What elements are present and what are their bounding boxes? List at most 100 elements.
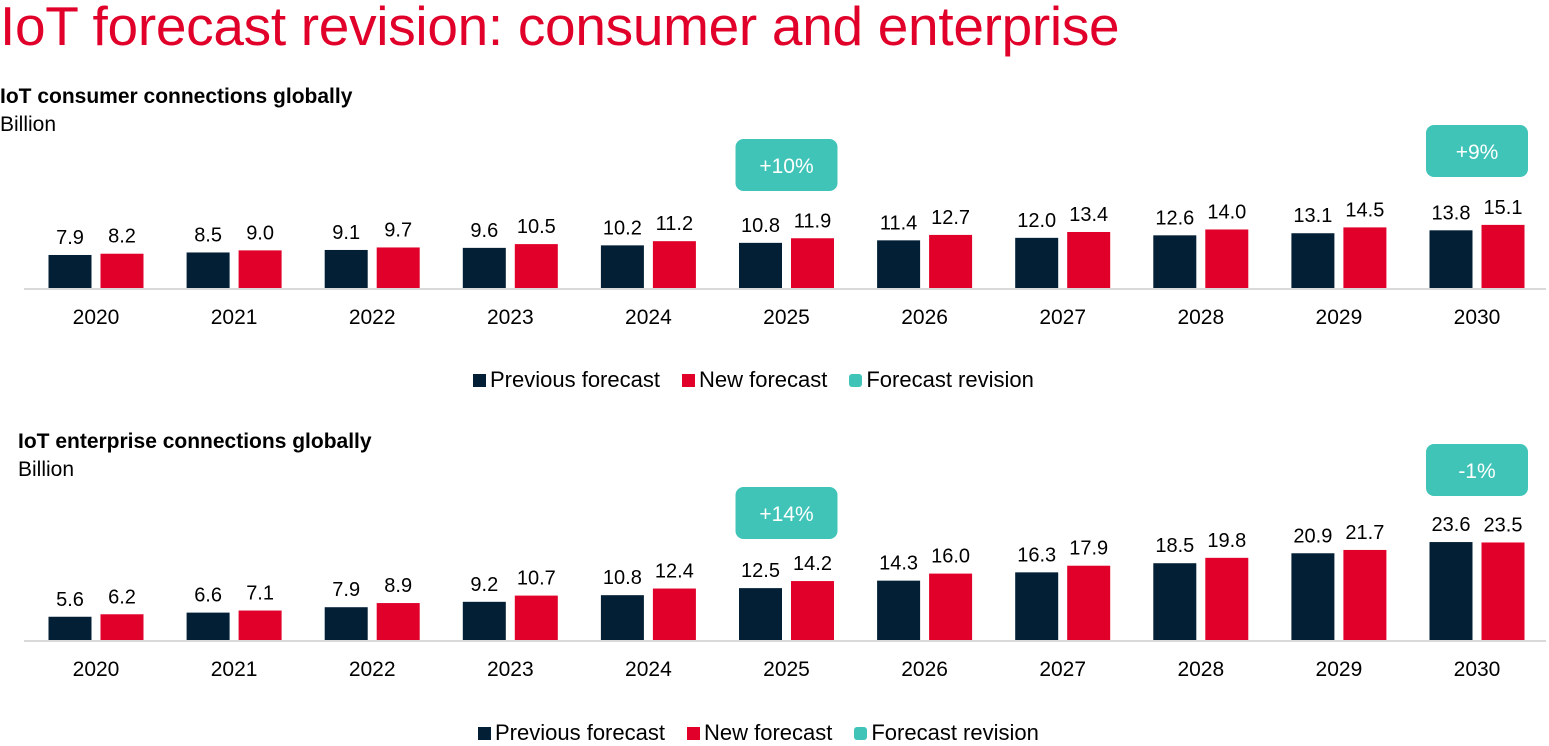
legend-swatch-revision (849, 373, 863, 387)
data-label-new: 15.1 (1484, 197, 1523, 219)
bar-group-2024: 10.2 11.2 2024 (600, 213, 696, 329)
bar-new-forecast (791, 238, 834, 288)
forecast-revision-badge: +14% (735, 487, 838, 539)
data-label-new: 12.7 (931, 207, 970, 229)
x-tick-label: 2021 (211, 658, 258, 681)
bar-new-forecast (238, 610, 282, 640)
bar-group-2028: 18.5 19.8 2028 (1153, 530, 1249, 681)
bar-new-forecast (791, 581, 834, 640)
legend-label-previous: Previous forecast (490, 367, 660, 392)
legend-item-revision: Forecast revision (849, 367, 1034, 393)
bar-previous-forecast (600, 595, 644, 640)
bar-group-2030: 23.6 23.5 2030 (1429, 514, 1525, 681)
data-label-new: 14.0 (1207, 201, 1246, 223)
data-label-previous: 11.4 (880, 212, 917, 234)
x-tick-label: 2027 (1039, 306, 1086, 329)
bar-group-2029: 13.1 14.5 2029 (1291, 199, 1387, 329)
legend-item-revision: Forecast revision (854, 720, 1039, 746)
bar-group-2025: 12.5 14.2 2025 (739, 553, 834, 681)
data-label-previous: 10.8 (603, 567, 642, 589)
enterprise-chart-title: IoT enterprise connections globally (18, 430, 372, 453)
x-tick-label: 2023 (487, 658, 534, 681)
plot-area: 5.6 6.2 2020 6.6 7.1 2021 7.9 8.9 2022 9.2 10.7 202… (24, 444, 1546, 681)
x-tick-label: 2024 (625, 658, 672, 681)
revision-badge-label: +10% (759, 155, 813, 178)
bar-new-forecast (1205, 557, 1249, 640)
bar-previous-forecast (739, 242, 782, 288)
data-label-previous: 9.1 (332, 222, 360, 244)
data-label-previous: 5.6 (56, 589, 84, 611)
data-label-new: 8.9 (384, 575, 412, 597)
revision-badge-label: +14% (759, 503, 813, 526)
legend-label-new: New forecast (703, 720, 833, 745)
x-tick-label: 2022 (349, 306, 396, 329)
bar-group-2021: 8.5 9.0 2021 (186, 222, 282, 329)
data-label-new: 7.1 (246, 583, 274, 605)
bar-previous-forecast (1429, 542, 1473, 640)
data-label-new: 9.7 (384, 219, 412, 241)
legend-swatch-revision (854, 726, 868, 740)
bar-previous-forecast (739, 588, 782, 640)
bar-group-2025: 10.8 11.9 2025 (739, 210, 834, 329)
data-label-new: 9.0 (246, 222, 274, 244)
bar-group-2026: 14.3 16.0 2026 (877, 546, 973, 681)
legend-item-new: New forecast (681, 367, 828, 393)
data-label-new: 11.2 (656, 213, 693, 235)
bar-group-2027: 12.0 13.4 2027 (1015, 204, 1111, 329)
bar-new-forecast (1067, 565, 1111, 640)
data-label-new: 10.5 (517, 216, 556, 238)
data-label-previous: 20.9 (1293, 525, 1332, 547)
bar-previous-forecast (1153, 235, 1197, 288)
bar-group-2022: 7.9 8.9 2022 (324, 575, 420, 681)
data-label-new: 21.7 (1345, 522, 1384, 544)
data-label-previous: 9.2 (470, 574, 498, 596)
bar-previous-forecast (1153, 563, 1197, 640)
data-label-new: 8.2 (108, 226, 136, 248)
data-label-previous: 14.3 (879, 553, 918, 575)
data-label-new: 11.9 (794, 210, 831, 232)
forecast-revision-badge: +10% (735, 139, 838, 191)
bar-previous-forecast (324, 249, 368, 288)
data-label-new: 17.9 (1069, 538, 1108, 560)
data-label-previous: 12.5 (741, 560, 780, 582)
bar-previous-forecast (48, 616, 92, 640)
bar-new-forecast (100, 614, 144, 640)
x-tick-label: 2028 (1177, 306, 1224, 329)
x-tick-label: 2022 (349, 658, 396, 681)
revision-badge-box (735, 139, 838, 191)
x-tick-label: 2023 (487, 306, 534, 329)
bar-new-forecast (652, 241, 696, 288)
x-tick-label: 2026 (901, 306, 948, 329)
x-tick-label: 2025 (763, 306, 810, 329)
data-label-previous: 6.6 (194, 585, 222, 607)
bar-group-2028: 12.6 14.0 2028 (1153, 201, 1249, 329)
legend-label-new: New forecast (698, 367, 828, 392)
bar-group-2027: 16.3 17.9 2027 (1015, 538, 1111, 681)
data-label-previous: 23.6 (1432, 514, 1471, 536)
bar-group-2024: 10.8 12.4 2024 (600, 561, 696, 681)
data-label-previous: 7.9 (56, 227, 84, 249)
bar-previous-forecast (186, 612, 230, 640)
bar-previous-forecast (600, 245, 644, 288)
bar-new-forecast (1067, 231, 1111, 288)
bar-group-2020: 5.6 6.2 2020 (48, 586, 144, 681)
bar-group-2021: 6.6 7.1 2021 (186, 583, 282, 681)
x-tick-label: 2029 (1316, 306, 1363, 329)
data-label-previous: 16.3 (1017, 544, 1056, 566)
x-tick-label: 2029 (1316, 658, 1363, 681)
page-title: IoT forecast revision: consumer and ente… (0, 0, 1120, 57)
bar-new-forecast (929, 234, 973, 288)
legend-item-new: New forecast (686, 720, 833, 746)
data-label-previous: 13.8 (1432, 202, 1471, 224)
x-tick-label: 2030 (1454, 658, 1501, 681)
data-label-new: 13.4 (1069, 204, 1108, 226)
data-label-new: 12.4 (655, 561, 694, 583)
revision-badge-box (1426, 125, 1528, 177)
data-label-previous: 12.0 (1017, 210, 1056, 232)
legend-swatch-previous (473, 373, 486, 387)
bar-previous-forecast (462, 247, 506, 288)
legend-label-revision: Forecast revision (866, 367, 1034, 392)
bar-previous-forecast (1015, 237, 1059, 288)
bar-new-forecast (238, 250, 282, 288)
x-tick-label: 2026 (901, 658, 948, 681)
